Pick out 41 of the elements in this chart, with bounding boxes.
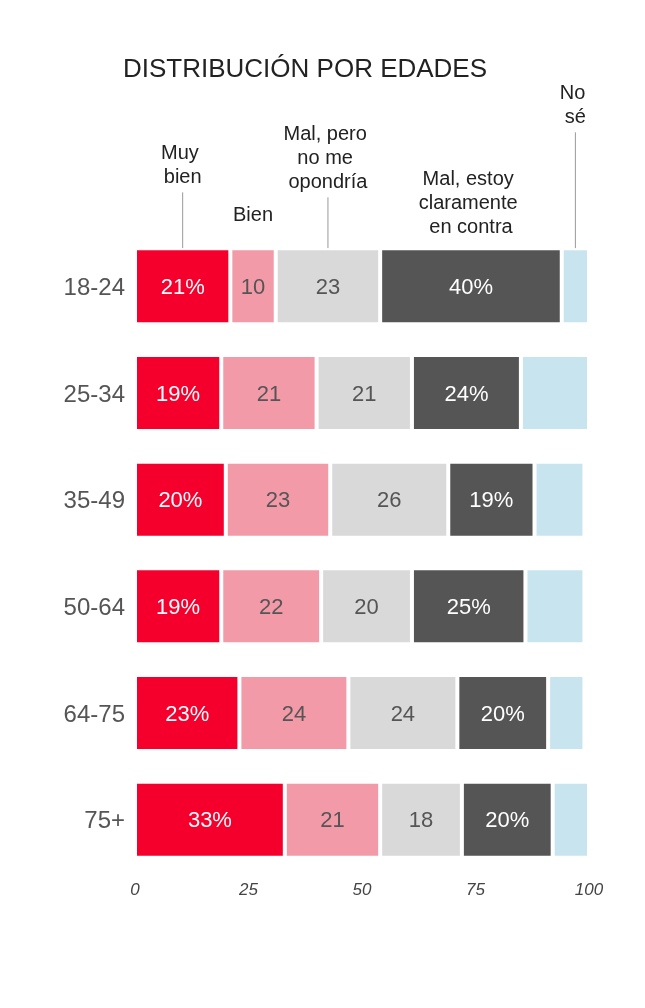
data-label: 23 <box>315 273 341 299</box>
y-tick-label: 35-49 <box>63 486 125 514</box>
text: Mal, pero no me opondría <box>283 122 373 193</box>
data-label: 23% <box>165 700 210 726</box>
text: No sé <box>559 81 591 128</box>
y-tick-label: 64-75 <box>63 699 125 727</box>
data-label: 25% <box>446 593 491 619</box>
y-tick-label: 75+ <box>84 806 125 834</box>
x-tick-label: 25 <box>238 880 259 899</box>
data-label: 21 <box>352 380 377 406</box>
y-tick-label: 50-64 <box>63 592 125 620</box>
data-label: 19% <box>156 380 201 406</box>
data-label: 22 <box>258 593 284 619</box>
x-tick-label: 100 <box>574 880 604 899</box>
data-label: 21 <box>320 807 345 833</box>
y-tick-label: 18-24 <box>63 272 125 300</box>
x-tick-label: 0 <box>130 880 141 899</box>
y-tick-label: 25-34 <box>63 379 125 407</box>
data-label: 26 <box>377 487 402 513</box>
data-label: 24 <box>281 700 307 726</box>
chart-title: DISTRIBUCIÓN POR EDADES <box>123 53 488 83</box>
data-label: 24 <box>390 700 416 726</box>
series-label: Bien <box>233 203 274 226</box>
data-label: 10 <box>240 273 266 299</box>
data-label: 20% <box>485 807 530 833</box>
data-label: 21 <box>256 380 282 406</box>
x-tick-label: 75 <box>466 880 486 899</box>
data-label: 23 <box>265 487 291 513</box>
data-label: 33% <box>187 807 232 833</box>
data-label: 20% <box>480 700 525 726</box>
data-label: 18 <box>408 807 434 833</box>
data-label: 24% <box>444 380 489 406</box>
data-label: 19% <box>469 487 514 513</box>
data-label: 40% <box>448 273 493 299</box>
series-label: Mal, estoy claramente en contra <box>418 167 524 238</box>
text: Muy bien <box>161 141 205 188</box>
data-label: 19% <box>156 593 201 619</box>
data-label: 21% <box>160 273 205 299</box>
data-label: 20% <box>158 487 203 513</box>
x-tick-label: 50 <box>352 880 372 899</box>
data-label: 20 <box>354 593 379 619</box>
